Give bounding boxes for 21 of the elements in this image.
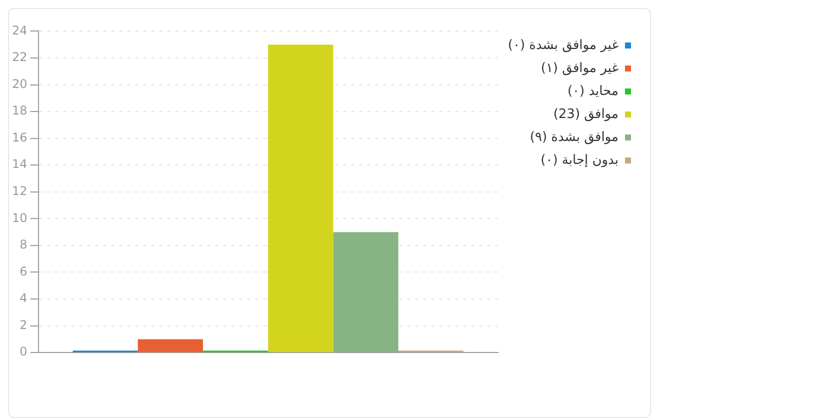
y-tick-label: 10 (12, 210, 28, 225)
legend-label: موافق بشدة (٩) (530, 130, 618, 145)
legend-label: موافق (23) (553, 106, 618, 122)
legend-label: محايد (٠) (567, 84, 618, 99)
y-tick-label: 6 (20, 264, 28, 278)
y-tick-label: 2 (20, 318, 28, 332)
y-tick-label: 8 (20, 238, 28, 252)
y-tick-label: 22 (12, 50, 28, 64)
y-tick-label: 18 (12, 104, 28, 118)
y-tick-label: 24 (12, 23, 28, 38)
y-tick-label: 16 (12, 130, 28, 144)
bar (333, 232, 398, 352)
y-tick-label: 4 (20, 291, 28, 306)
y-tick-label: 20 (12, 76, 28, 91)
legend-label: بدون إجابة (٠) (540, 152, 618, 168)
y-tick-label: 0 (20, 344, 28, 359)
y-tick-label: 14 (12, 157, 28, 172)
bar (268, 44, 334, 352)
y-tick-label: 12 (12, 184, 28, 198)
legend-label: غير موافق (١) (540, 60, 619, 76)
legend-label: غير موافق بشدة (٠) (508, 38, 619, 53)
